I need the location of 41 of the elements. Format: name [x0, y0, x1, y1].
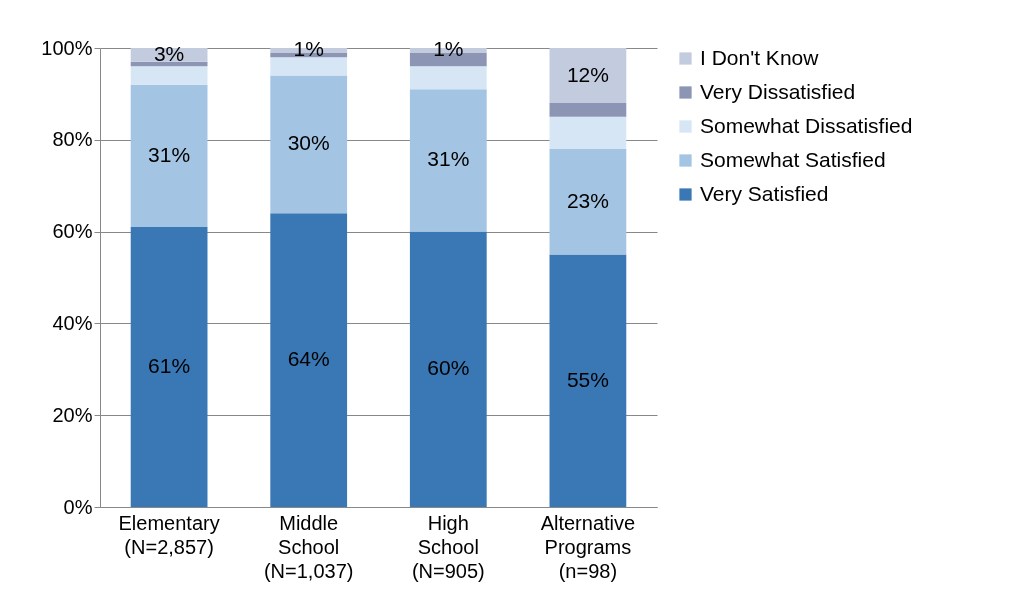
- x-tick-label: High School (N=905): [411, 511, 485, 582]
- data-label: 1%: [433, 37, 464, 61]
- data-label: 64%: [287, 347, 330, 371]
- y-tick-label: 80%: [52, 128, 93, 151]
- data-label: 55%: [566, 367, 609, 391]
- legend-label: Somewhat Satisfied: [700, 147, 886, 171]
- bar: [549, 148, 627, 255]
- legend-label: Very Dissatisfied: [700, 79, 856, 103]
- bar: [130, 84, 208, 228]
- bar: [549, 48, 627, 104]
- y-tick-label: 100%: [41, 36, 93, 59]
- legend-label: Very Satisfied: [700, 181, 829, 205]
- y-tick-label: 40%: [52, 311, 93, 334]
- data-label: 60%: [427, 356, 470, 380]
- data-label: 30%: [287, 131, 330, 155]
- bar: [130, 227, 208, 507]
- bar: [409, 66, 487, 90]
- bar: [130, 66, 208, 85]
- data-label: 31%: [427, 147, 470, 171]
- data-label: 23%: [566, 188, 609, 212]
- bar: [549, 116, 627, 149]
- x-tick-label: Middle School (N=1,037): [263, 511, 354, 582]
- legend-label: Somewhat Dissatisfied: [700, 113, 913, 137]
- data-label: 1%: [293, 37, 324, 61]
- data-label: 3%: [153, 41, 185, 65]
- data-label: 61%: [148, 354, 191, 378]
- x-tick-label: Elementary (N=2,857): [118, 511, 220, 558]
- bar: [409, 231, 487, 507]
- legend-label: I Don't Know: [700, 45, 820, 69]
- y-tick-label: 0%: [63, 495, 93, 518]
- bar: [549, 103, 627, 117]
- y-tick-label: 20%: [52, 403, 93, 426]
- bar: [270, 213, 348, 507]
- bar: [549, 254, 627, 507]
- bar: [270, 75, 348, 214]
- data-label: 31%: [148, 142, 191, 166]
- x-tick-label: Alternative Programs (n=98): [540, 511, 636, 582]
- bar: [409, 89, 487, 232]
- data-label: 12%: [566, 62, 609, 86]
- bar: [270, 57, 348, 76]
- y-tick-label: 60%: [52, 220, 93, 243]
